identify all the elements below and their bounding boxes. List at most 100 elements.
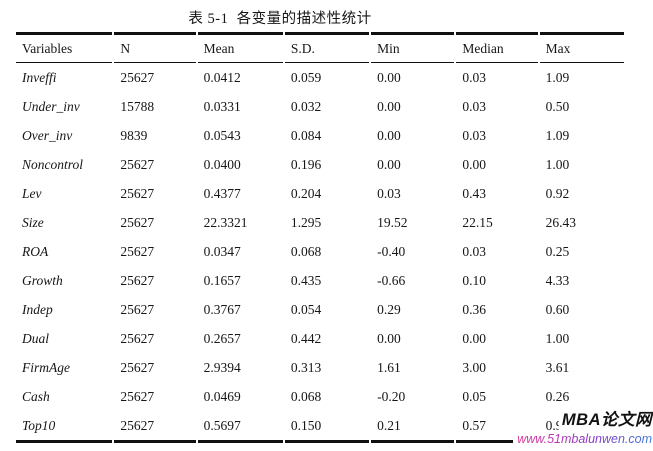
column-header-median: Median <box>456 32 538 63</box>
cell-min: -0.40 <box>377 243 406 259</box>
table-row: Under_inv 15788 0.0331 0.032 0.00 0.03 0… <box>16 92 624 121</box>
table-row: Noncontrol 25627 0.0400 0.196 0.00 0.00 … <box>16 150 624 179</box>
cell-min: 0.00 <box>377 156 401 172</box>
table-row: Inveffi 25627 0.0412 0.059 0.00 0.03 1.0… <box>16 63 624 92</box>
cell-max: 0.25 <box>545 243 570 259</box>
cell-median: 0.03 <box>462 243 487 259</box>
cell-n: 25627 <box>114 411 196 443</box>
cell-sd: 0.150 <box>284 411 370 443</box>
cell-n: 25627 <box>120 359 155 375</box>
table-row: Cash 25627 0.0469 0.068 -0.20 0.05 0.26 <box>16 382 624 411</box>
cell-max: 1.00 <box>545 330 570 346</box>
table-header-row: Variables N Mean S.D. Min Median Max <box>16 32 624 63</box>
cell-n: 25627 <box>120 301 155 317</box>
cell-min: 19.52 <box>377 214 408 230</box>
cell-max: 0.92 <box>545 185 570 201</box>
cell-sd: 0.435 <box>290 272 322 288</box>
cell-n: 25627 <box>120 243 155 259</box>
cell-median: 0.10 <box>462 272 487 288</box>
cell-mean: 0.0543 <box>203 127 241 143</box>
cell-mean: 0.0469 <box>203 388 241 404</box>
cell-variable: Cash <box>22 388 50 404</box>
table-row: Dual 25627 0.2657 0.442 0.00 0.00 1.00 <box>16 324 624 353</box>
cell-max: 4.33 <box>545 272 570 288</box>
column-header-min: Min <box>371 32 455 63</box>
table-row: Indep 25627 0.3767 0.054 0.29 0.36 0.60 <box>16 295 624 324</box>
cell-median: 22.15 <box>462 214 493 230</box>
cell-mean: 2.9394 <box>203 359 241 375</box>
cell-n: 25627 <box>120 388 155 404</box>
cell-sd: 0.068 <box>290 243 322 259</box>
cell-variable: Inveffi <box>22 69 57 85</box>
cell-sd: 1.295 <box>290 214 322 230</box>
cell-max: 0.60 <box>545 301 570 317</box>
cell-n: 25627 <box>120 272 155 288</box>
site-watermark: MBA论文网 www.51mbalunwen.com <box>513 409 652 448</box>
cell-sd: 0.204 <box>290 185 322 201</box>
cell-median: 0.43 <box>462 185 487 201</box>
cell-n: 25627 <box>120 185 155 201</box>
cell-variable: Dual <box>22 330 49 346</box>
cell-mean: 0.0347 <box>203 243 241 259</box>
cell-min: 0.00 <box>377 69 401 85</box>
cell-variable: FirmAge <box>22 359 70 375</box>
cell-max: 1.09 <box>545 69 570 85</box>
cell-sd: 0.442 <box>290 330 322 346</box>
cell-min: -0.20 <box>377 388 406 404</box>
table-row: ROA 25627 0.0347 0.068 -0.40 0.03 0.25 <box>16 237 624 266</box>
cell-mean: 0.3767 <box>203 301 241 317</box>
cell-min: 0.03 <box>377 185 401 201</box>
cell-n: 25627 <box>120 330 155 346</box>
cell-variable: Over_inv <box>22 127 73 143</box>
cell-sd: 0.059 <box>290 69 322 85</box>
cell-variable: Under_inv <box>22 98 80 114</box>
cell-max: 0.50 <box>545 98 570 114</box>
cell-sd: 0.032 <box>290 98 322 114</box>
watermark-url: www.51mbalunwen.com <box>517 432 652 446</box>
table-row: Lev 25627 0.4377 0.204 0.03 0.43 0.92 <box>16 179 624 208</box>
cell-variable: Growth <box>22 272 63 288</box>
cell-variable: Lev <box>22 185 42 201</box>
cell-max: 3.61 <box>545 359 570 375</box>
cell-mean: 0.0331 <box>203 98 241 114</box>
cell-mean: 0.2657 <box>203 330 241 346</box>
cell-variable: ROA <box>22 243 49 259</box>
column-header-sd: S.D. <box>284 32 370 63</box>
cell-variable: Noncontrol <box>22 156 84 172</box>
cell-mean: 22.3321 <box>203 214 248 230</box>
column-header-n: N <box>114 32 196 63</box>
table-row: Over_inv 9839 0.0543 0.084 0.00 0.03 1.0… <box>16 121 624 150</box>
table-row: Top10 25627 0.5697 0.150 0.21 0.57 0.9 <box>16 411 624 443</box>
table-caption: 表 5-1 各变量的描述性统计 <box>188 11 372 27</box>
cell-min: 0.00 <box>377 330 401 346</box>
cell-mean: 0.4377 <box>203 185 241 201</box>
cell-min: 1.61 <box>377 359 401 375</box>
cell-min: 0.00 <box>377 127 401 143</box>
cell-sd: 0.054 <box>290 301 322 317</box>
cell-max: 26.43 <box>545 214 577 230</box>
cell-mean: 0.0400 <box>203 156 241 172</box>
cell-median: 0.03 <box>462 127 487 143</box>
cell-max: 1.00 <box>545 156 570 172</box>
cell-mean: 0.0412 <box>203 69 241 85</box>
cell-max: 0.26 <box>545 388 570 404</box>
cell-variable: Indep <box>22 301 53 317</box>
cell-mean: 0.5697 <box>197 411 283 443</box>
cell-median: 3.00 <box>462 359 487 375</box>
table-row: FirmAge 25627 2.9394 0.313 1.61 3.00 3.6… <box>16 353 624 382</box>
column-header-max: Max <box>539 32 624 63</box>
cell-n: 25627 <box>120 214 155 230</box>
column-header-variables: Variables <box>16 32 113 63</box>
cell-median: 0.05 <box>462 388 487 404</box>
cell-median: 0.36 <box>462 301 487 317</box>
cell-sd: 0.084 <box>290 127 322 143</box>
watermark-url-line: www.51mbalunwen.com <box>513 431 652 448</box>
cell-sd: 0.196 <box>290 156 322 172</box>
cell-variable: Size <box>22 214 44 230</box>
cell-median: 0.03 <box>462 98 487 114</box>
cell-n: 15788 <box>120 98 155 114</box>
cell-variable: Top10 <box>16 411 113 443</box>
cell-median: 0.57 <box>456 411 538 443</box>
table-row: Size 25627 22.3321 1.295 19.52 22.15 26.… <box>16 208 624 237</box>
cell-mean: 0.1657 <box>203 272 241 288</box>
